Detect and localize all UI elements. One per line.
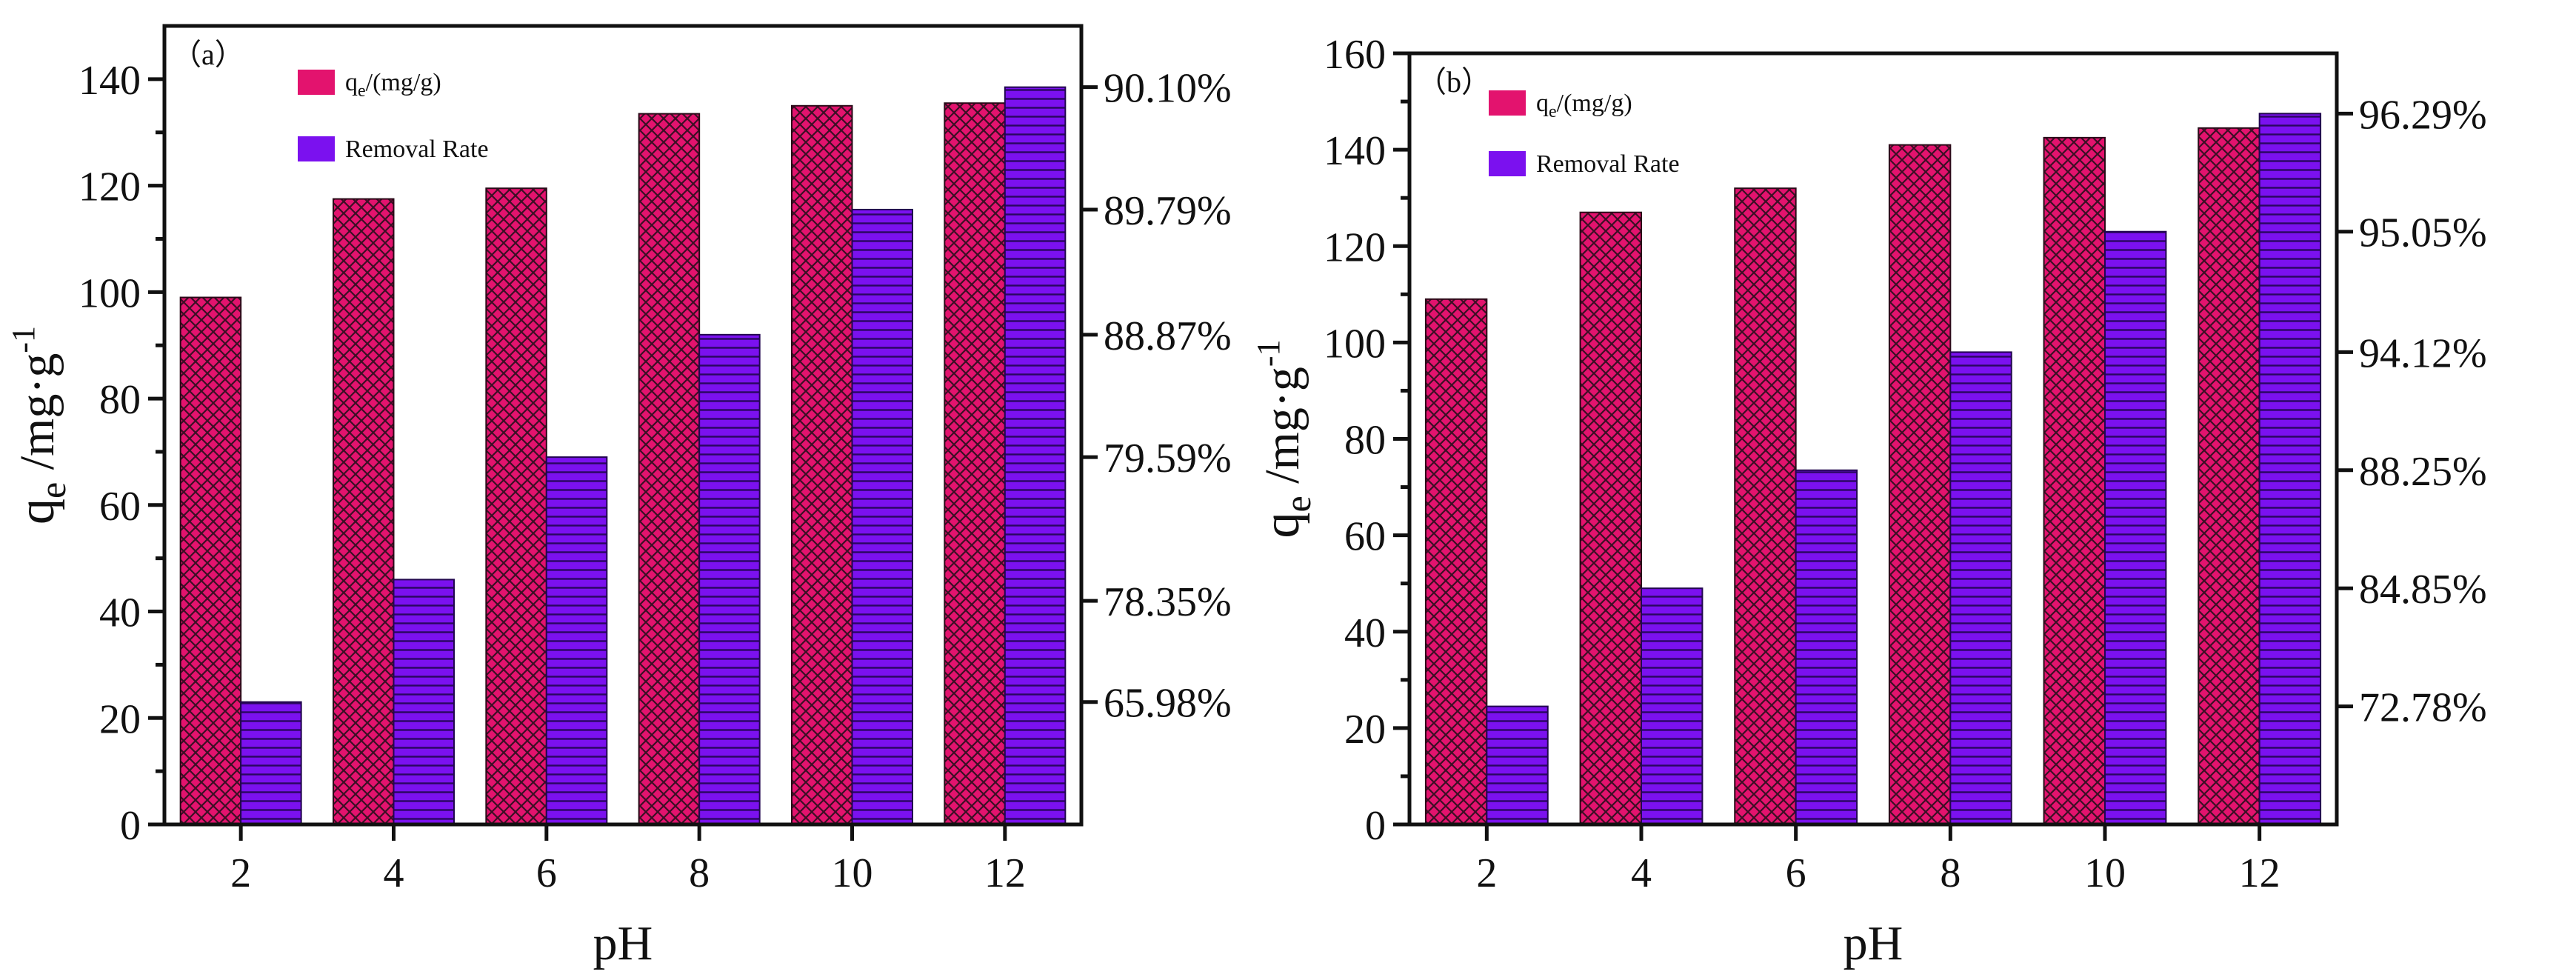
bars-group: [1424, 113, 2322, 826]
legend-label-qe: qe/(mg/g): [345, 69, 441, 101]
chart-panel-a: 2 4 6 8 10 1202040608010012014065.98%78.35%79…: [5, 24, 1232, 970]
legend-label-qe: qe/(mg/g): [1536, 90, 1632, 121]
x-tick-label: 2: [1476, 850, 1497, 896]
legend-swatch-qe: [298, 70, 335, 95]
y-tick-label: 40: [1344, 610, 1386, 656]
bar-removal-rate-ph-4: [393, 579, 456, 825]
bar-qe-ph-12: [944, 102, 1006, 825]
bar-qe-ph-10: [790, 104, 853, 826]
bar-removal-rate-ph-8: [1949, 351, 2012, 825]
bar-removal-rate-ph-2: [240, 701, 302, 825]
y2-tick-label: 78.35%: [1104, 579, 1232, 625]
x-tick-label: 8: [1940, 850, 1961, 896]
y2-tick-label: 79.59%: [1104, 436, 1232, 481]
chart-panel-b: 2 4 6 8 10 1202040608010012014016072.78%84.85…: [1250, 32, 2487, 970]
ticks-group: 2 4 6 8 10 1202040608010012014065.98%78.35%79…: [79, 58, 1232, 896]
bar-qe-ph-2: [179, 296, 242, 825]
y2-tick-label: 90.10%: [1104, 66, 1232, 112]
y-tick-label: 80: [1344, 418, 1386, 464]
y2-tick-label: 65.98%: [1104, 681, 1232, 727]
legend-swatch-qe: [1489, 90, 1526, 116]
y-tick-label: 100: [1324, 321, 1386, 367]
bar-removal-rate-ph-10: [851, 208, 914, 825]
legend-label-removal-rate: Removal Rate: [345, 136, 489, 163]
bar-removal-rate-ph-2: [1486, 705, 1549, 825]
bar-qe-ph-2: [1424, 298, 1488, 826]
y-tick-label: 160: [1324, 32, 1386, 78]
bar-qe-ph-6: [1734, 187, 1797, 826]
y2-tick-label: 88.87%: [1104, 313, 1232, 359]
y-tick-label: 40: [99, 590, 141, 636]
y-tick-label: 120: [79, 164, 141, 210]
y2-tick-label: 84.85%: [2359, 567, 2487, 613]
bar-removal-rate-ph-4: [1641, 587, 1704, 825]
x-tick-label: 4: [384, 850, 404, 896]
bar-qe-ph-8: [1888, 144, 1952, 825]
y2-tick-label: 88.25%: [2359, 449, 2487, 495]
y2-tick-label: 94.12%: [2359, 330, 2487, 376]
y-tick-label: 60: [1344, 514, 1386, 560]
y-tick-label: 0: [120, 803, 141, 849]
x-tick-label: 10: [2084, 850, 2126, 896]
ticks-group: 2 4 6 8 10 1202040608010012014016072.78%84.85…: [1324, 32, 2487, 896]
y-tick-label: 140: [79, 58, 141, 104]
x-axis-title: pH: [593, 916, 653, 970]
y-axis-title: qe /mg·g-1: [5, 326, 73, 524]
bar-qe-ph-8: [638, 113, 701, 825]
legend: qe/(mg/g) Removal Rate: [1489, 90, 1680, 178]
x-tick-label: 12: [2239, 850, 2280, 896]
y-tick-label: 100: [79, 270, 141, 316]
x-axis-title: pH: [1843, 916, 1903, 970]
y2-tick-label: 95.05%: [2359, 210, 2487, 256]
bar-qe-ph-12: [2198, 127, 2260, 826]
bar-qe-ph-10: [2043, 136, 2106, 825]
y-axis-title: qe /mg·g-1: [1250, 339, 1318, 538]
y-tick-label: 0: [1365, 803, 1386, 849]
x-tick-label: 6: [536, 850, 557, 896]
legend: qe/(mg/g) Removal Rate: [298, 69, 489, 163]
x-tick-label: 8: [689, 850, 710, 896]
bar-qe-ph-4: [1579, 211, 1642, 825]
y-tick-label: 120: [1324, 224, 1386, 270]
y-tick-label: 20: [99, 696, 141, 742]
bar-qe-ph-6: [485, 187, 547, 825]
bars-group: [179, 86, 1067, 826]
bar-qe-ph-4: [332, 198, 395, 826]
legend-swatch-removal-rate: [298, 136, 335, 161]
bar-removal-rate-ph-8: [698, 333, 761, 825]
y2-tick-label: 72.78%: [2359, 685, 2487, 731]
bar-removal-rate-ph-6: [545, 456, 608, 825]
bar-removal-rate-ph-12: [1004, 86, 1067, 825]
legend-swatch-removal-rate: [1489, 151, 1526, 176]
panel-label: （b）: [1417, 65, 1491, 99]
y-tick-label: 80: [99, 377, 141, 423]
x-tick-label: 6: [1786, 850, 1806, 896]
y2-tick-label: 89.79%: [1104, 188, 1232, 234]
bar-removal-rate-ph-6: [1795, 469, 1858, 826]
plot-frame: [162, 24, 1084, 827]
bar-removal-rate-ph-10: [2104, 230, 2167, 825]
x-tick-label: 4: [1631, 850, 1652, 896]
legend-label-removal-rate: Removal Rate: [1536, 150, 1680, 178]
x-tick-label: 2: [230, 850, 251, 896]
y2-tick-label: 96.29%: [2359, 92, 2487, 138]
x-tick-label: 12: [984, 850, 1026, 896]
y-tick-label: 140: [1324, 128, 1386, 174]
bar-removal-rate-ph-12: [2258, 113, 2322, 825]
panel-label: （a）: [172, 38, 244, 71]
y-tick-label: 60: [99, 484, 141, 530]
x-tick-label: 10: [832, 850, 873, 896]
y-tick-label: 20: [1344, 707, 1386, 753]
